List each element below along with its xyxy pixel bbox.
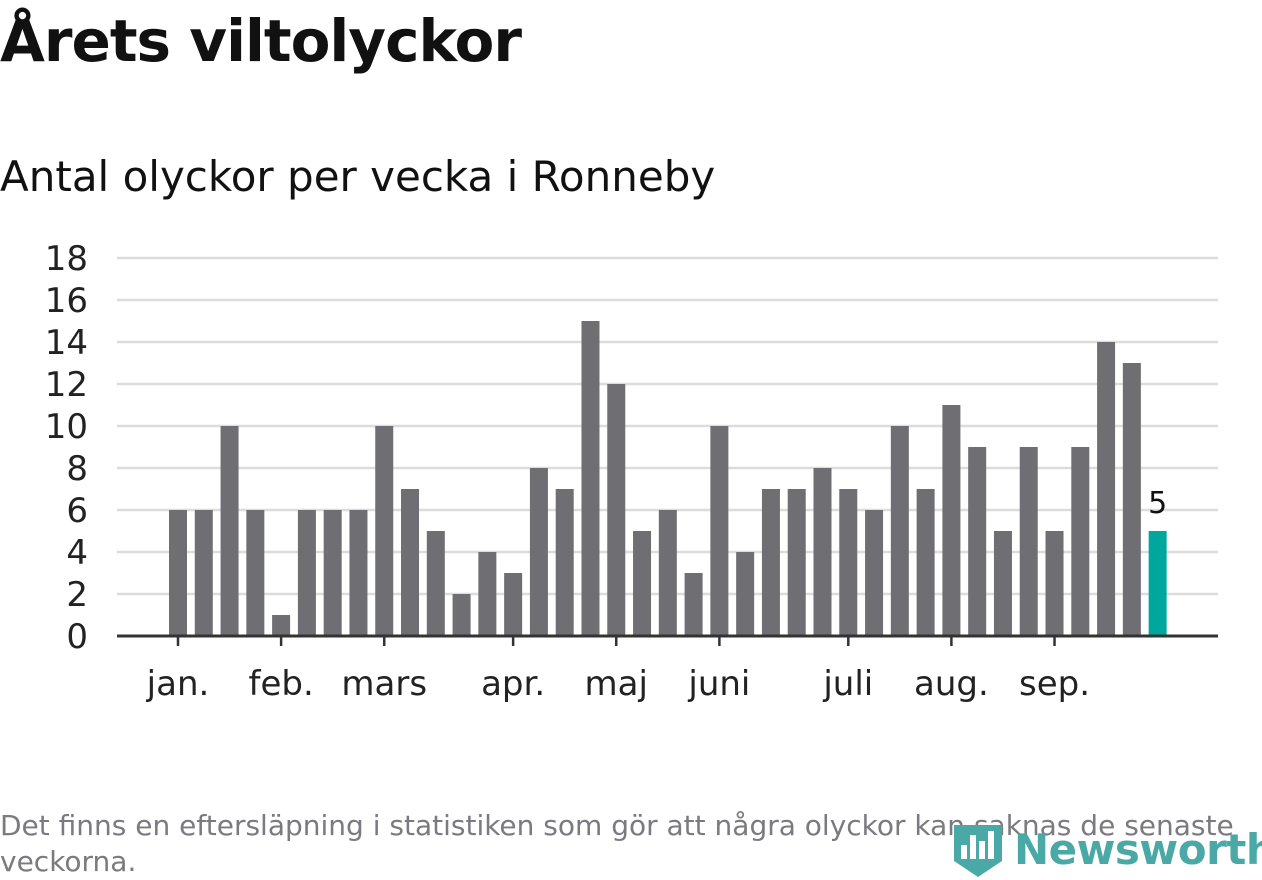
bar [1045,531,1064,636]
bar [478,552,497,636]
bar [993,531,1012,636]
bar [942,405,961,636]
x-axis-month-labels: jan. feb. mars apr. maj juni juli aug. sep. [146,636,1090,704]
month-label: aug. [914,664,989,704]
bar [787,489,806,636]
bar [1019,447,1038,636]
bar [633,531,652,636]
data-labels: 5 [1148,486,1167,521]
month-label: maj [585,664,648,704]
bars [169,321,1167,636]
y-tick-label: 10 [45,407,88,447]
bar [555,489,574,636]
bar [968,447,987,636]
newsworthy-logo[interactable]: Newsworthy [950,818,1262,880]
y-tick-label: 18 [45,239,88,279]
latest-value-label: 5 [1148,486,1167,521]
bar [349,510,368,636]
y-tick-label: 8 [66,449,88,489]
bar [272,615,291,636]
footnote: Det finns en eftersläpning i statistiken… [0,809,1234,878]
month-label: juli [822,664,873,704]
bar [916,489,935,636]
bar [813,468,832,636]
y-tick-label: 2 [66,575,88,615]
y-tick-label: 16 [45,281,88,321]
bar [839,489,858,636]
bar [297,510,316,636]
bar [890,426,909,636]
bar [323,510,342,636]
bar [761,489,780,636]
month-label: feb. [248,664,313,704]
bar [1097,342,1116,636]
bar [452,594,471,636]
bar [581,321,600,636]
month-label: sep. [1019,664,1090,704]
bar [865,510,884,636]
month-label: jan. [146,664,210,704]
bar [194,510,213,636]
y-tick-label: 14 [45,323,88,363]
logo-text: Newsworthy [1014,824,1262,874]
y-tick-label: 0 [66,617,88,657]
bar [169,510,187,636]
month-label: juni [687,664,750,704]
month-label: apr. [481,664,545,704]
y-tick-label: 4 [66,533,88,573]
bar [529,468,548,636]
bar [375,426,394,636]
bar [401,489,420,636]
bar [1122,363,1141,636]
bar [710,426,729,636]
chart-subtitle: Antal olyckor per vecka i Ronneby [0,152,716,201]
bar [246,510,265,636]
chart-title: Årets viltolyckor [0,7,522,75]
bar [220,426,239,636]
bar [684,573,703,636]
bar [426,531,445,636]
bar-latest-week [1148,531,1167,636]
bar [1071,447,1090,636]
bar [658,510,677,636]
bar-chart-badge-icon [954,825,1002,877]
month-label: mars [341,664,427,704]
y-tick-label: 12 [45,365,88,405]
y-tick-label: 6 [66,491,88,531]
bar [736,552,755,636]
bar [504,573,523,636]
bar [607,384,626,636]
